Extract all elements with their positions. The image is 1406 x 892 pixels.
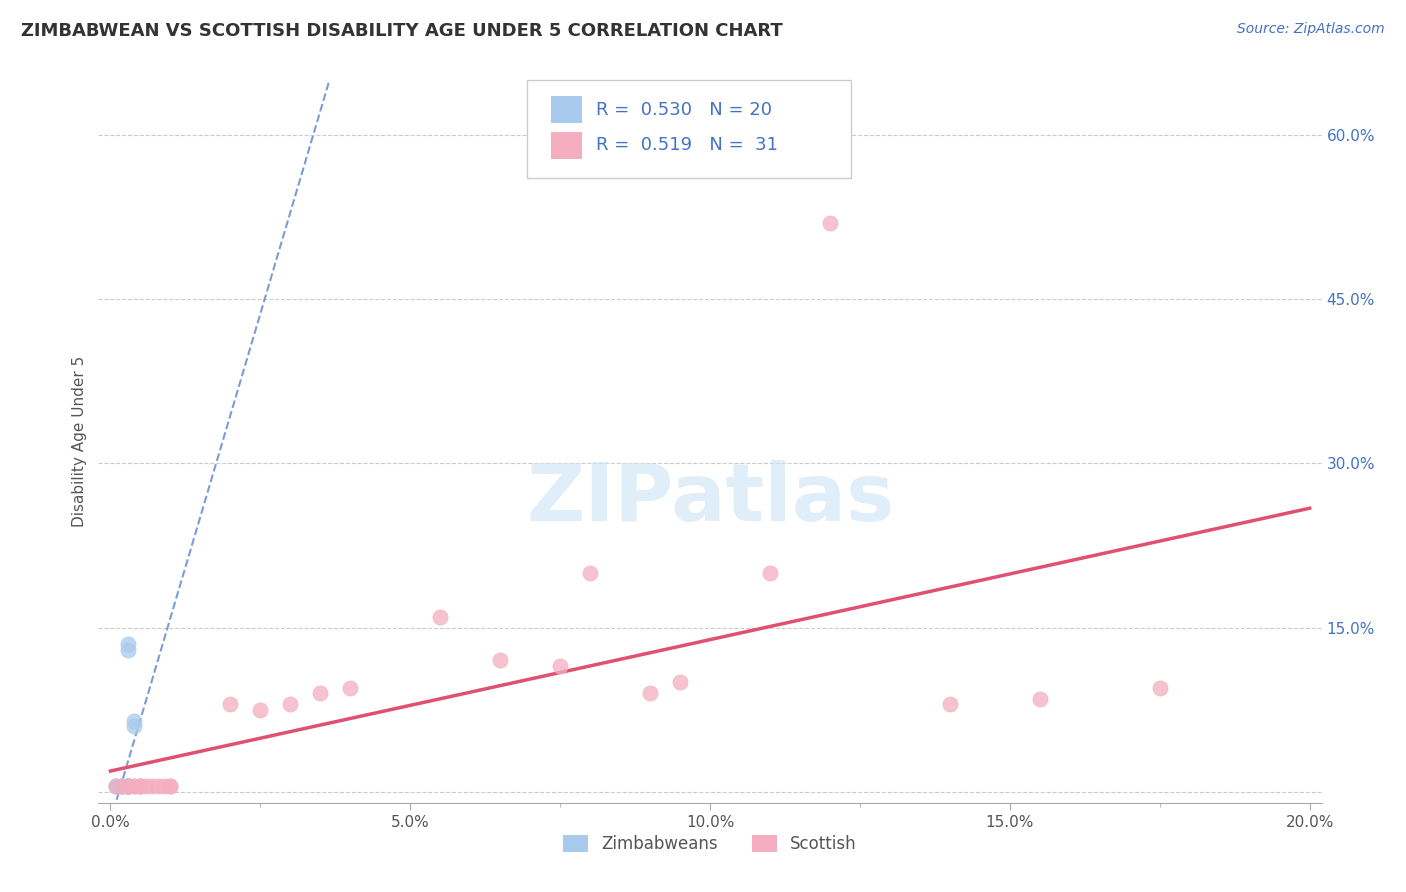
Point xyxy=(939,698,962,712)
Point xyxy=(818,216,841,230)
Point xyxy=(638,686,661,700)
Point xyxy=(105,780,128,794)
Point xyxy=(105,780,128,794)
Text: ZIPatlas: ZIPatlas xyxy=(526,460,894,539)
Point xyxy=(117,780,139,794)
Point xyxy=(669,675,692,690)
Point xyxy=(489,653,512,667)
Point xyxy=(111,780,134,794)
Point xyxy=(129,780,152,794)
Point xyxy=(548,659,571,673)
Point xyxy=(124,780,146,794)
Point xyxy=(117,780,139,794)
Point xyxy=(117,780,139,794)
Point xyxy=(1029,691,1052,706)
Point xyxy=(159,780,181,794)
Y-axis label: Disability Age Under 5: Disability Age Under 5 xyxy=(72,356,87,527)
Text: R =  0.519   N =  31: R = 0.519 N = 31 xyxy=(596,136,778,154)
Point xyxy=(148,780,170,794)
Point xyxy=(117,780,139,794)
Point xyxy=(117,780,139,794)
Point xyxy=(111,780,134,794)
Point xyxy=(124,780,146,794)
Point xyxy=(117,780,139,794)
Point xyxy=(117,780,139,794)
Point xyxy=(117,637,139,651)
Point xyxy=(579,566,602,580)
Point xyxy=(219,698,242,712)
Text: R =  0.530   N = 20: R = 0.530 N = 20 xyxy=(596,101,772,119)
Point xyxy=(111,780,134,794)
Point xyxy=(105,780,128,794)
Point xyxy=(111,780,134,794)
Point xyxy=(141,780,163,794)
Point xyxy=(117,780,139,794)
Text: Source: ZipAtlas.com: Source: ZipAtlas.com xyxy=(1237,22,1385,37)
Point xyxy=(117,642,139,657)
Point xyxy=(278,698,301,712)
Point xyxy=(129,780,152,794)
Text: ZIMBABWEAN VS SCOTTISH DISABILITY AGE UNDER 5 CORRELATION CHART: ZIMBABWEAN VS SCOTTISH DISABILITY AGE UN… xyxy=(21,22,783,40)
Point xyxy=(135,780,157,794)
Point xyxy=(153,780,176,794)
Point xyxy=(159,780,181,794)
Point xyxy=(117,780,139,794)
Point xyxy=(339,681,361,695)
Point xyxy=(117,780,139,794)
Point xyxy=(1149,681,1171,695)
Point xyxy=(429,609,451,624)
Point xyxy=(309,686,332,700)
Point xyxy=(111,780,134,794)
Point xyxy=(117,780,139,794)
Point xyxy=(124,719,146,733)
Point xyxy=(759,566,782,580)
Point xyxy=(129,780,152,794)
Point xyxy=(117,780,139,794)
Point xyxy=(124,714,146,728)
Legend: Zimbabweans, Scottish: Zimbabweans, Scottish xyxy=(557,828,863,860)
Point xyxy=(249,703,271,717)
